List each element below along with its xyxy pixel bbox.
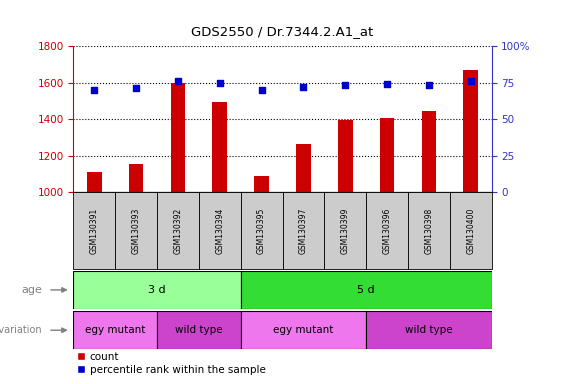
Text: 5 d: 5 d (357, 285, 375, 295)
Text: GDS2550 / Dr.7344.2.A1_at: GDS2550 / Dr.7344.2.A1_at (192, 25, 373, 38)
Text: GSM130393: GSM130393 (132, 207, 141, 253)
Text: GSM130394: GSM130394 (215, 207, 224, 253)
Point (257, 87, 266, 93)
Bar (296, 144, 311, 192)
Bar (254, 175, 269, 192)
Bar (463, 70, 478, 192)
Text: egy mutant: egy mutant (273, 325, 333, 335)
Bar (241, 271, 492, 309)
Point (173, 78, 182, 84)
Text: wild type: wild type (405, 325, 453, 335)
Text: GSM130391: GSM130391 (90, 207, 99, 253)
Bar (450, 192, 492, 269)
Point (383, 81, 392, 87)
Bar (157, 192, 199, 269)
Point (132, 85, 141, 91)
Bar (73, 192, 115, 269)
Bar (380, 118, 394, 192)
Bar (171, 83, 185, 192)
Text: GSM130400: GSM130400 (466, 207, 475, 253)
Bar (241, 192, 282, 269)
Bar (87, 172, 102, 192)
Text: GSM130397: GSM130397 (299, 207, 308, 253)
Text: 3 d: 3 d (148, 285, 166, 295)
Bar (73, 271, 241, 309)
Text: GSM130392: GSM130392 (173, 207, 182, 253)
Text: GSM130395: GSM130395 (257, 207, 266, 253)
Legend: count, percentile rank within the sample: count, percentile rank within the sample (73, 348, 270, 379)
Text: age: age (21, 285, 42, 295)
Bar (366, 311, 492, 349)
Point (341, 83, 350, 89)
Bar (338, 120, 353, 192)
Bar (324, 192, 366, 269)
Bar (199, 192, 241, 269)
Text: genotype/variation: genotype/variation (0, 325, 42, 335)
Point (466, 78, 475, 84)
Bar (129, 164, 144, 192)
Text: egy mutant: egy mutant (85, 325, 145, 335)
Point (299, 84, 308, 90)
Text: wild type: wild type (175, 325, 223, 335)
Bar (241, 311, 366, 349)
Text: GSM130396: GSM130396 (383, 207, 392, 253)
Bar (157, 311, 241, 349)
Bar (366, 192, 408, 269)
Bar (115, 192, 157, 269)
Point (90, 87, 99, 93)
Bar (408, 192, 450, 269)
Bar (282, 192, 324, 269)
Point (215, 79, 224, 86)
Text: GSM130399: GSM130399 (341, 207, 350, 253)
Text: GSM130398: GSM130398 (424, 207, 433, 253)
Point (424, 83, 433, 89)
Bar (212, 102, 227, 192)
Bar (73, 311, 157, 349)
Bar (421, 111, 436, 192)
